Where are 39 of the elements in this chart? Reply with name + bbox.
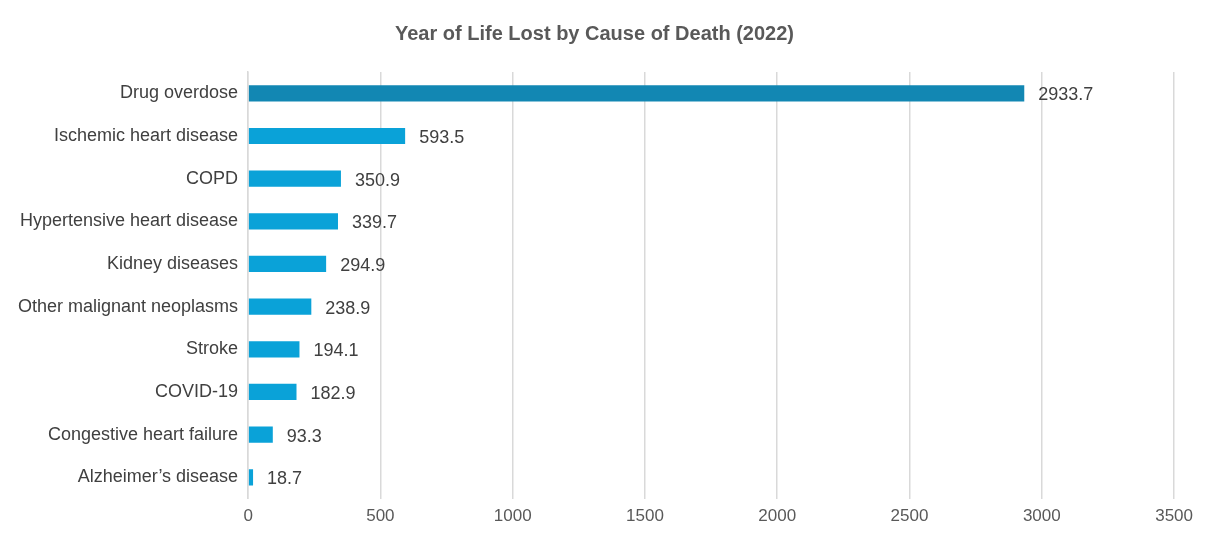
x-tick-label: 3000 [1022,506,1061,526]
data-label: 350.9 [354,169,400,190]
y-tick-label: Ischemic heart disease [54,124,239,145]
bar [248,469,254,486]
data-label: 194.1 [313,340,359,361]
x-tick-label: 3500 [1155,506,1193,526]
bar [248,426,273,443]
y-tick-label: Alzheimer’s disease [77,466,239,487]
bar [248,255,327,273]
y-tick-label: Hypertensive heart disease [19,210,239,231]
data-label: 18.7 [267,468,303,489]
data-label: 182.9 [310,382,356,403]
data-label: 2933.7 [1038,84,1094,105]
bar [248,127,406,145]
y-tick-label: Stroke [186,338,239,359]
x-tick-label: 500 [366,506,395,526]
x-tick-label: 1500 [626,506,664,526]
x-tick-label: 2500 [890,506,929,526]
chart-title: Year of Life Lost by Cause of Death (2022) [395,21,794,44]
bar [248,85,1025,102]
bar [248,170,341,187]
bar [248,341,300,358]
bar [248,213,338,230]
y-tick-label: COPD [186,167,239,188]
data-label: 593.5 [419,126,465,147]
data-label: 238.9 [325,297,371,318]
y-tick-label: Other malignant neoplasms [17,295,239,316]
x-tick-label: 2000 [758,506,797,526]
y-tick-label: COVID-19 [155,380,239,401]
data-label: 294.9 [340,254,386,275]
x-tick-label: 0 [243,506,253,526]
bar [248,383,297,401]
data-label: 339.7 [351,212,398,233]
y-tick-label: Drug overdose [120,82,239,103]
y-tick-label: Kidney diseases [107,252,239,273]
x-tick-label: 1000 [493,506,532,526]
bar [248,298,312,315]
y-tick-label: Congestive heart failure [48,423,239,444]
data-label: 93.3 [286,425,322,446]
